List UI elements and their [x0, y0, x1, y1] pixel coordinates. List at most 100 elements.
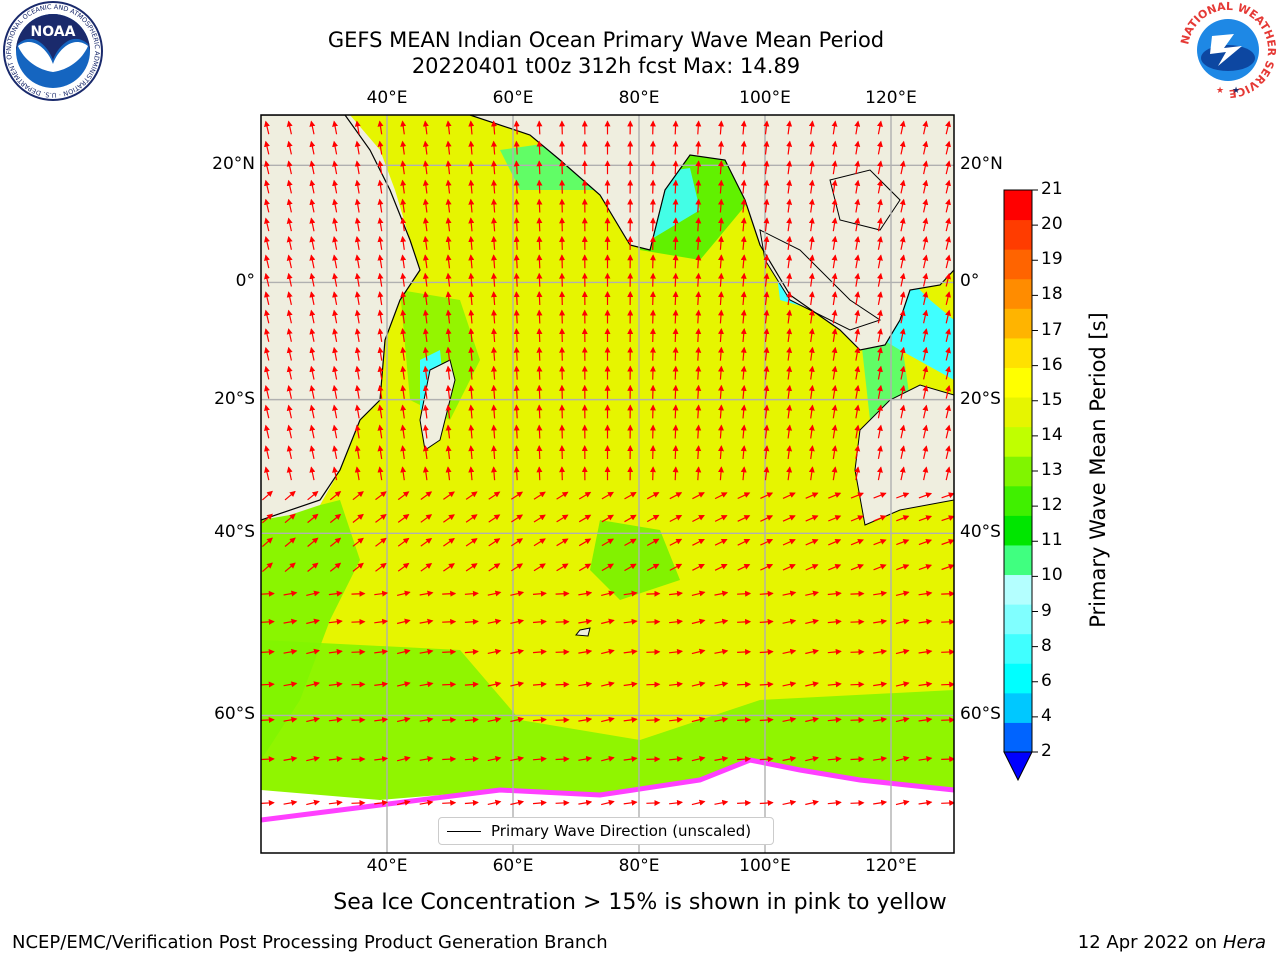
wave-arrow: [760, 515, 774, 522]
wave-arrow: [828, 564, 842, 571]
wave-arrow: [624, 491, 637, 500]
wave-arrow: [283, 681, 298, 688]
wave-arrow: [555, 799, 570, 806]
wave-arrow: [941, 590, 954, 597]
wave-arrow: [354, 445, 361, 460]
wave-arrow: [422, 272, 429, 287]
wave-arrow: [786, 235, 793, 250]
wave-arrow: [854, 346, 861, 361]
wave-arrow: [763, 160, 770, 175]
wave-arrow: [714, 515, 728, 522]
lon-tick-top: 80°E: [618, 88, 660, 108]
wave-arrow: [718, 217, 725, 232]
wave-arrow: [533, 514, 546, 523]
wave-arrow: [805, 716, 819, 723]
wave-arrow: [718, 160, 725, 175]
wave-arrow: [264, 328, 270, 342]
wave-arrow: [536, 445, 543, 460]
wave-arrow: [377, 140, 384, 155]
wave-arrow: [672, 235, 679, 250]
wave-arrow: [329, 513, 342, 524]
wave-arrow: [555, 618, 570, 625]
wave-arrow: [876, 424, 883, 439]
wave-arrow: [374, 681, 389, 688]
wave-arrow: [669, 756, 683, 763]
wave-arrow: [264, 466, 270, 481]
land-antarctica: [261, 760, 954, 853]
wave-arrow: [377, 346, 384, 361]
wave-arrow: [646, 716, 661, 723]
chart-subtitle: 20220401 t00z 312h fcst Max: 14.89: [411, 54, 801, 78]
wave-arrow: [786, 309, 793, 324]
wave-arrow: [831, 272, 838, 287]
wave-arrow: [306, 648, 320, 655]
wave-arrow: [854, 254, 861, 269]
wave-arrow: [808, 424, 815, 439]
wave-arrow: [808, 445, 815, 460]
wave-arrow: [396, 618, 411, 625]
wave-arrow: [309, 140, 316, 155]
wave-arrow: [283, 590, 298, 597]
wave-arrow: [422, 140, 429, 155]
wave-arrow: [831, 466, 838, 481]
wave-arrow: [763, 120, 770, 135]
wave-arrow: [468, 291, 475, 306]
wave-arrow: [400, 198, 407, 213]
wave-arrow: [672, 291, 679, 306]
wave-arrow: [941, 716, 954, 723]
wave-arrow: [808, 291, 815, 306]
wave-arrow: [873, 492, 887, 499]
wave-arrow: [400, 466, 407, 481]
wave-arrow: [808, 404, 815, 419]
wave-arrow: [375, 491, 387, 501]
wave-arrow: [578, 716, 593, 723]
footnote: Sea Ice Concentration > 15% is shown in …: [333, 890, 947, 915]
lat-tick-right: 0°: [960, 271, 980, 292]
wave-arrow: [831, 160, 838, 175]
wave-arrow: [899, 179, 906, 194]
wave-arrow: [808, 120, 815, 135]
wave-arrow: [918, 756, 933, 762]
wave-arrow: [468, 346, 475, 361]
wave-arrow: [513, 272, 520, 287]
colorbar-under-extension: [1003, 751, 1033, 782]
wave-arrow: [718, 291, 725, 306]
wave-arrow: [533, 538, 546, 547]
wave-arrow: [918, 648, 933, 655]
wave-arrow: [443, 514, 455, 523]
wave-arrow: [264, 404, 270, 419]
wave-arrow: [445, 160, 452, 175]
wave-arrow: [445, 140, 452, 155]
wave-arrow: [740, 466, 747, 481]
wave-arrow: [828, 515, 842, 522]
wave-arrow: [760, 538, 774, 546]
wave-arrow: [283, 648, 298, 655]
wave-arrow: [309, 445, 316, 460]
wave-arrow: [536, 254, 543, 269]
wave-arrow: [623, 618, 638, 625]
wave-arrow: [786, 328, 793, 342]
wave-arrow: [669, 681, 683, 688]
wave-arrow: [695, 217, 702, 232]
wave-arrow: [400, 140, 407, 155]
wave-arrow: [805, 492, 819, 499]
wave-arrow: [442, 618, 457, 625]
wave-arrow: [827, 681, 842, 688]
wave-arrow: [468, 235, 475, 250]
wave-arrow: [624, 538, 637, 547]
wave-arrow: [513, 120, 520, 135]
wave-arrow: [286, 140, 293, 155]
wave-arrow: [578, 681, 593, 688]
wave-arrow: [718, 328, 725, 343]
wave-arrow: [513, 309, 520, 324]
wave-arrow: [876, 198, 883, 213]
wave-arrow: [468, 254, 475, 269]
wave-arrow: [332, 328, 339, 343]
wave-arrow: [445, 384, 452, 399]
wave-arrow: [468, 365, 475, 380]
wave-arrow: [601, 799, 615, 806]
wave-arrow: [828, 492, 842, 499]
wave-arrow: [307, 562, 319, 572]
wave-arrow: [714, 492, 728, 500]
wave-arrow: [623, 590, 638, 597]
